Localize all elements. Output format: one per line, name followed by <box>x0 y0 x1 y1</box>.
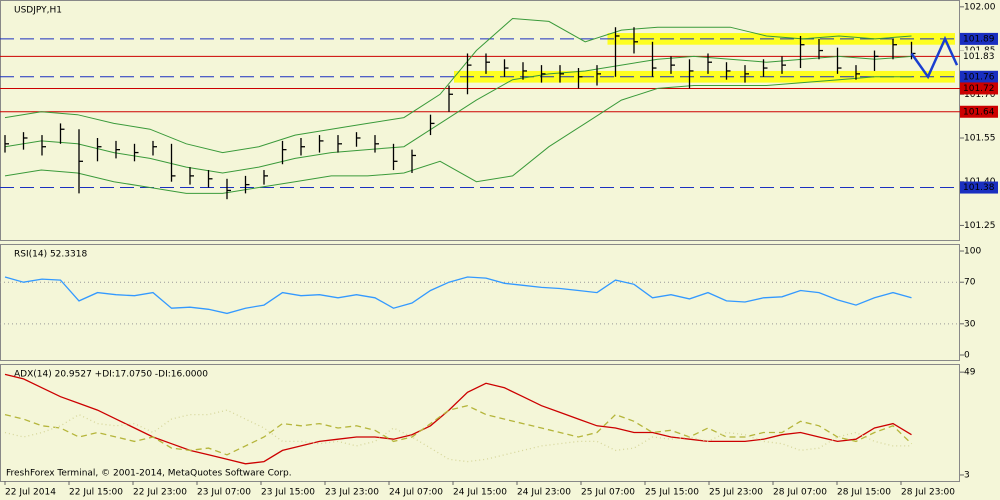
level-box <box>960 105 998 118</box>
y-tick-label: 101.70 <box>964 90 996 100</box>
x-tick-label: 23 Jul 15:00 <box>261 488 315 498</box>
level-box <box>960 181 998 194</box>
x-tick-label: 28 Jul 23:00 <box>901 488 955 498</box>
level-box <box>960 50 998 63</box>
panel-title: RSI(14) 52.3318 <box>14 250 87 260</box>
panel-title: ADX(14) 20.9527 +DI:17.0750 -DI:16.0000 <box>14 370 208 380</box>
y-tick-label: 49 <box>964 368 976 378</box>
x-tick-label: 25 Jul 15:00 <box>645 488 699 498</box>
y-tick-label: 101.55 <box>964 133 996 143</box>
x-tick-label: 28 Jul 15:00 <box>837 488 891 498</box>
series-line <box>4 276 912 315</box>
bollinger-band <box>4 55 912 174</box>
x-tick-label: 24 Jul 23:00 <box>517 488 571 498</box>
bollinger-band <box>4 76 912 194</box>
y-tick-label: 3 <box>964 470 970 480</box>
forecast <box>910 35 959 80</box>
x-tick-label: 24 Jul 07:00 <box>389 488 443 498</box>
series-line <box>4 405 912 456</box>
level-box <box>960 70 998 83</box>
x-tick-label: 23 Jul 07:00 <box>197 488 251 498</box>
y-tick-label: 100 <box>964 247 981 257</box>
y-tick-label: 0 <box>964 351 970 361</box>
main-frame <box>0 0 960 241</box>
x-tick-label: 22 Jul 23:00 <box>133 488 187 498</box>
x-tick-label: 22 Jul 15:00 <box>69 488 123 498</box>
x-tick-label: 25 Jul 07:00 <box>581 488 635 498</box>
y-tick-label: 70 <box>964 278 976 288</box>
level-label: 101.76 <box>963 72 995 82</box>
level-label: 101.38 <box>963 183 995 193</box>
x-tick-label: 22 Jul 2014 <box>5 488 56 498</box>
level-label: 101.89 <box>963 34 995 44</box>
bollinger-band <box>4 17 912 154</box>
series-line <box>4 409 912 463</box>
x-tick-label: 28 Jul 07:00 <box>773 488 827 498</box>
panel-title: USDJPY,H1 <box>14 6 62 16</box>
rsi-frame <box>0 244 960 361</box>
level-box <box>960 82 998 95</box>
series-line <box>4 373 912 465</box>
x-tick-label: 24 Jul 15:00 <box>453 488 507 498</box>
level-box <box>960 32 998 45</box>
adx-frame <box>0 364 960 482</box>
y-tick-label: 101.25 <box>964 221 996 231</box>
y-tick-label: 30 <box>964 319 976 329</box>
level-label: 101.83 <box>963 52 995 62</box>
x-tick-label: 23 Jul 23:00 <box>325 488 379 498</box>
level-label: 101.64 <box>963 107 995 117</box>
footer: FreshForex Terminal, © 2001-2014, MetaQu… <box>6 469 292 479</box>
x-tick-label: 25 Jul 23:00 <box>709 488 763 498</box>
y-tick-label: 102.00 <box>964 2 996 12</box>
level-label: 101.72 <box>963 84 995 94</box>
